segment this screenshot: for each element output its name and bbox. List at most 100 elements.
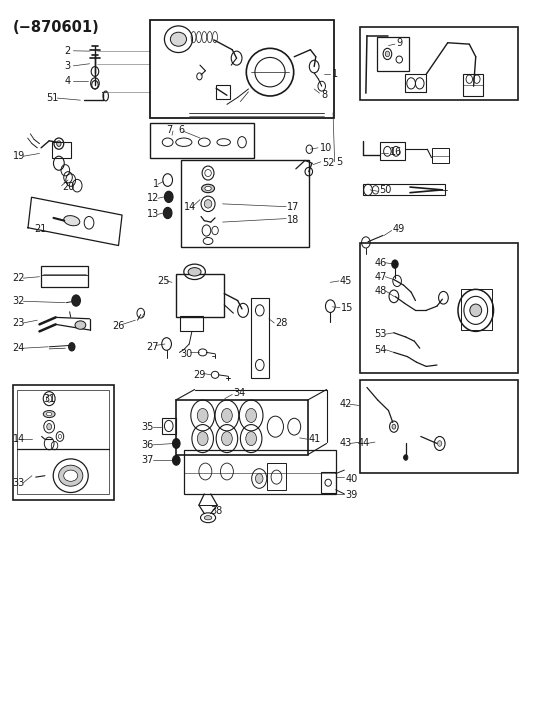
Ellipse shape [392,424,396,429]
Text: 5: 5 [336,157,342,167]
Text: 34: 34 [233,388,246,398]
Circle shape [403,455,408,461]
Text: 17: 17 [287,201,300,212]
Bar [461,289,492,330]
Circle shape [197,409,208,423]
Text: 13: 13 [147,209,159,220]
Text: 1: 1 [153,179,159,190]
Text: 4: 4 [64,76,70,86]
Ellipse shape [204,516,212,520]
Ellipse shape [470,304,482,317]
Circle shape [255,474,263,484]
Ellipse shape [57,141,61,147]
Text: 40: 40 [346,474,357,484]
Text: 47: 47 [375,272,387,282]
Bar [380,143,404,161]
Text: 54: 54 [375,345,387,355]
Ellipse shape [59,465,83,486]
Circle shape [69,343,75,351]
Text: 25: 25 [157,276,170,286]
Bar [151,123,254,158]
Text: 29: 29 [193,370,206,380]
Ellipse shape [201,184,214,192]
Text: 14: 14 [12,435,25,444]
Text: 21: 21 [34,224,46,234]
Text: 2: 2 [64,46,71,55]
Circle shape [221,409,232,423]
Text: 19: 19 [12,151,25,161]
Ellipse shape [64,470,78,482]
Text: 46: 46 [375,258,387,267]
Text: 27: 27 [146,342,159,352]
Text: 39: 39 [346,490,357,501]
Text: 44: 44 [357,439,369,449]
Text: 23: 23 [12,318,25,328]
Circle shape [58,435,62,439]
Text: 37: 37 [142,456,154,465]
Text: 51: 51 [46,93,59,103]
Circle shape [246,432,256,446]
Bar [376,37,409,71]
Text: 7: 7 [166,125,173,135]
Text: 20: 20 [63,182,75,192]
Text: 3: 3 [64,61,70,71]
Text: 49: 49 [393,224,405,234]
Bar [404,74,426,92]
Text: 18: 18 [287,215,300,225]
Text: 45: 45 [340,276,353,286]
Ellipse shape [46,412,52,416]
Text: 30: 30 [180,349,193,359]
Bar [321,472,336,493]
Text: 14: 14 [184,201,196,212]
Bar [184,451,336,494]
Text: 1: 1 [332,69,338,79]
Text: 42: 42 [340,399,353,409]
Circle shape [392,260,398,268]
Text: 8: 8 [321,90,327,100]
Text: 36: 36 [142,440,154,450]
Bar [463,74,483,96]
Bar [363,184,445,195]
Bar [151,20,334,119]
Text: 6: 6 [178,125,185,135]
Circle shape [172,456,180,465]
Text: 22: 22 [12,273,25,283]
Ellipse shape [170,32,186,46]
Ellipse shape [188,267,201,276]
Ellipse shape [75,321,86,329]
Bar [163,418,176,434]
Text: 15: 15 [341,303,354,312]
Bar [431,148,449,164]
Ellipse shape [43,411,55,418]
Text: 41: 41 [309,435,321,444]
Bar [41,275,88,286]
Text: 12: 12 [147,193,160,204]
Bar [361,243,518,373]
Text: 31: 31 [43,394,55,404]
Text: 28: 28 [275,318,288,328]
Bar [181,161,309,247]
Text: 43: 43 [340,439,352,449]
Bar [180,316,203,331]
Circle shape [164,207,172,218]
Circle shape [172,439,180,449]
Circle shape [437,441,442,446]
Bar [176,400,308,455]
Ellipse shape [47,423,52,430]
Text: 53: 53 [375,329,387,339]
Circle shape [165,191,173,202]
Ellipse shape [385,51,389,57]
Circle shape [197,432,208,446]
Bar [176,274,224,317]
Circle shape [72,295,80,306]
Bar [12,385,114,500]
Bar [41,265,88,286]
Text: 52: 52 [322,158,335,168]
Text: (−870601): (−870601) [12,20,99,35]
Text: 32: 32 [12,296,25,306]
Text: 9: 9 [396,38,402,48]
Bar [216,85,229,99]
Ellipse shape [46,395,52,402]
Bar [251,298,269,378]
Text: 38: 38 [210,505,222,516]
